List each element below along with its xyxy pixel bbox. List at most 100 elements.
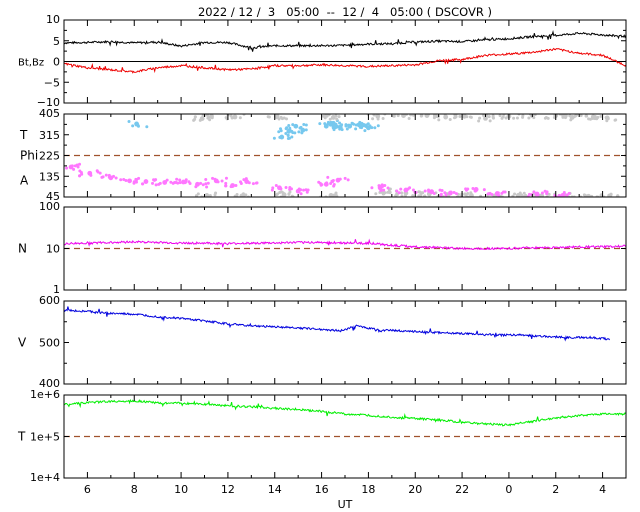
data-point-spread [297,130,301,134]
data-point-spread [178,178,182,182]
data-point-spread [104,173,108,177]
data-point-spread [487,115,491,119]
data-point-spread [230,116,234,120]
data-point-spread [411,114,415,117]
data-point-spread [320,183,324,187]
data-point-spread [543,116,547,120]
panel-frame [63,300,627,385]
data-point-spread [277,130,281,134]
x-axis-label: UT [338,498,353,511]
y-tick-label: 1 [53,283,60,296]
data-point-spread [478,116,482,120]
data-point-spread [141,182,145,186]
plot-area-density [64,238,626,251]
data-point-spread [317,180,321,184]
data-point-spread [604,115,608,119]
data-point-spread [134,180,138,184]
data-point-spread [421,191,425,195]
data-point-spread [78,162,82,166]
data-point-spread [599,114,603,118]
data-point-spread [491,116,495,120]
data-point-spread [453,114,457,117]
data-point-spread [364,123,368,127]
data-point-spread [469,191,473,195]
data-point-spread [532,116,536,120]
data-point-spread [497,193,501,197]
data-point-spread [201,183,205,187]
data-point-spread [302,122,306,126]
data-point-spread [496,191,500,195]
data-point [347,123,353,129]
data-point-spread [438,188,442,192]
data-point-spread [407,116,411,120]
data-point-spread [300,131,304,135]
data-point-spread [449,190,453,194]
data-point-spread [224,116,228,120]
data-point-spread [498,114,502,118]
data-point-spread [288,136,292,140]
y-tick-label: 100 [39,200,60,213]
data-point-spread [370,126,374,130]
data-point-spread [346,178,350,182]
data-point-spread [279,187,283,191]
panel-ylabel: A [20,173,29,187]
data-point-spread [486,192,490,196]
data-point-spread [127,120,131,124]
panel-ylabel: V [18,336,27,350]
data-point-spread [198,118,202,122]
data-point-spread [448,118,452,122]
x-tick-label: 20 [408,483,422,496]
data-point-spread [458,114,462,118]
data-point-spread [411,194,415,197]
data-point-spread [98,171,102,175]
data-point-spread [432,116,436,120]
data-point-spread [383,191,387,195]
x-tick-label: 8 [131,483,138,496]
data-point-spread [224,184,228,188]
data-point-spread [527,116,531,120]
data-point-spread [377,184,381,188]
data-point-spread [406,187,410,191]
x-tick-label: 6 [84,483,91,496]
panel-field-angles: 405 315 225 135 45 T Phi A [19,107,627,203]
data-point-spread [427,188,431,192]
data-point [293,123,299,129]
data-point-spread [112,174,116,178]
data-point-spread [397,191,401,195]
data-point-spread [546,116,550,120]
data-point-spread [579,114,583,118]
data-point-spread [471,186,475,190]
data-point-spread [379,189,383,193]
data-point-spread [370,186,374,190]
data-point-spread [338,177,342,181]
data-point-spread [60,166,63,169]
data-point-spread [213,193,217,197]
data-point-spread [210,116,214,120]
data-point-spread [330,179,334,183]
data-point-spread [522,191,526,195]
y-tick-label: 400 [39,377,60,390]
data-point-spread [325,181,329,185]
data-point-spread [277,117,281,121]
data-point-spread [396,114,400,118]
data-point [330,115,336,120]
data-point-spread [174,181,178,185]
x-tick-label: 12 [221,483,235,496]
data-point-spread [194,185,198,189]
data-point-spread [344,124,348,128]
data-point-spread [527,192,531,196]
data-point-spread [360,124,364,128]
y-tick-label: 405 [39,107,60,120]
data-point-spread [247,181,251,185]
data-point-spread [75,163,79,167]
data-point-spread [482,188,486,192]
data-point-spread [255,181,259,185]
data-point-spread [518,192,522,196]
data-point-spread [287,192,291,196]
x-tick-label: 16 [315,483,329,496]
x-tick-label: 10 [174,483,188,496]
data-point-spread [562,191,566,195]
data-point-spread [204,177,208,181]
data-point-spread [154,178,158,182]
